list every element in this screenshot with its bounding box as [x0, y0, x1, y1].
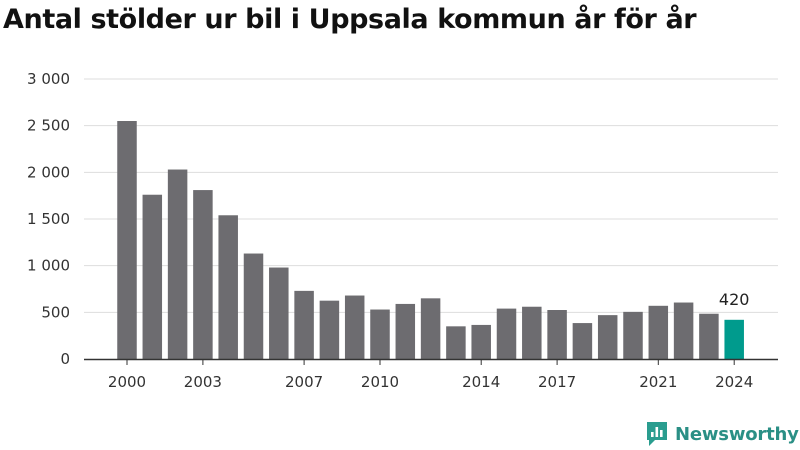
y-tick-label: 1 500 — [27, 210, 70, 228]
gridlines — [84, 78, 778, 313]
x-tick-label: 2007 — [285, 373, 323, 391]
bar-2013 — [446, 326, 466, 359]
bar-2017 — [547, 310, 567, 359]
bar-2007 — [294, 290, 314, 359]
bar-2020 — [623, 311, 643, 359]
x-tick-label: 2000 — [108, 373, 146, 391]
x-tick-label: 2010 — [361, 373, 399, 391]
y-tick-label: 500 — [41, 303, 70, 321]
x-axis-ticks: 2000 2003 2007 2010 2014 2017 2021 2024 — [108, 359, 753, 391]
bar-2018 — [572, 323, 593, 359]
bar-2023 — [699, 313, 719, 359]
bar-2005 — [243, 253, 264, 359]
y-tick-label: 3 000 — [27, 70, 70, 88]
bar-2009 — [344, 295, 365, 359]
bar-2022 — [673, 302, 694, 359]
data-labels: 420 — [719, 290, 750, 309]
bar-2001 — [142, 194, 163, 359]
bar-2016 — [522, 306, 542, 359]
data-label-2024: 420 — [719, 290, 750, 309]
y-tick-label: 2 500 — [27, 117, 70, 135]
bar-2024 — [724, 319, 744, 359]
bar-2011 — [395, 303, 416, 359]
y-axis-ticks: 0 500 1 000 1 500 2 000 2 500 3 000 — [27, 70, 70, 368]
y-tick-label: 0 — [60, 350, 70, 368]
bar-2000 — [117, 121, 137, 359]
bar-2019 — [597, 315, 618, 359]
x-tick-label: 2017 — [538, 373, 576, 391]
newsworthy-logo-icon — [647, 422, 667, 446]
bar-2021 — [648, 305, 669, 359]
brand-name: Newsworthy — [675, 423, 799, 445]
bars — [117, 121, 744, 359]
x-tick-label: 2024 — [715, 373, 753, 391]
bar-2006 — [269, 267, 289, 359]
bar-2004 — [218, 215, 238, 359]
bar-2015 — [496, 308, 517, 359]
y-tick-label: 1 000 — [27, 257, 70, 275]
bar-2010 — [370, 309, 390, 359]
newsworthy-logo: Newsworthy — [645, 420, 799, 448]
y-tick-label: 2 000 — [27, 163, 70, 181]
bar-2003 — [193, 190, 213, 359]
bar-2002 — [167, 169, 188, 359]
x-tick-label: 2003 — [184, 373, 222, 391]
bar-2008 — [319, 300, 340, 359]
bar-2014 — [471, 324, 491, 359]
chart-title: Antal stölder ur bil i Uppsala kommun år… — [3, 4, 697, 35]
x-tick-label: 2021 — [639, 373, 677, 391]
x-tick-label: 2014 — [462, 373, 500, 391]
bar-2012 — [420, 298, 441, 359]
